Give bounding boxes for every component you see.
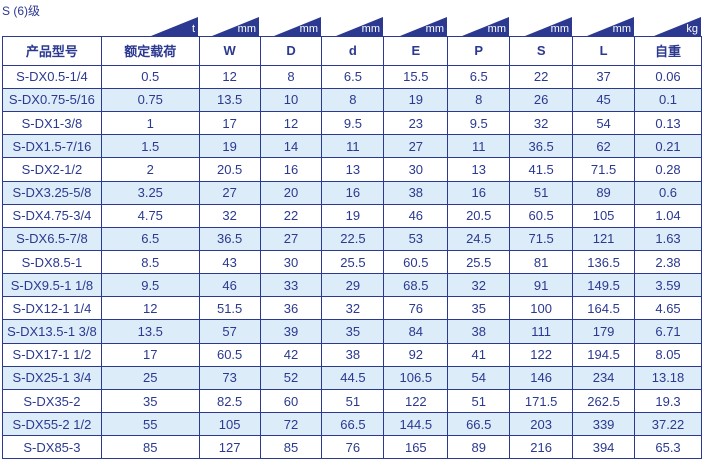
svg-text:mm: mm [426, 23, 444, 35]
svg-text:mm: mm [488, 23, 506, 35]
svg-text:t: t [192, 23, 195, 35]
svg-text:mm: mm [613, 23, 631, 35]
svg-text:kg: kg [686, 23, 698, 35]
svg-text:mm: mm [551, 23, 569, 35]
svg-text:mm: mm [300, 23, 318, 35]
svg-text:mm: mm [362, 23, 380, 35]
svg-text:mm: mm [238, 23, 256, 35]
